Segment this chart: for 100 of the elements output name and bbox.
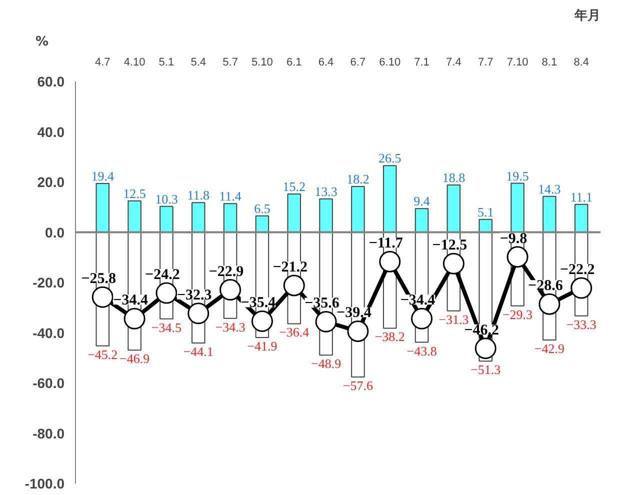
data-label: −43.8 bbox=[406, 343, 437, 358]
data-label: −35.6 bbox=[304, 296, 340, 312]
x-tick-label: 7.4 bbox=[446, 56, 462, 68]
bar bbox=[414, 208, 429, 233]
bar bbox=[382, 165, 397, 233]
bar bbox=[542, 196, 556, 233]
bar bbox=[128, 200, 142, 233]
data-label: −48.9 bbox=[310, 356, 342, 372]
data-label: −34.4 bbox=[113, 292, 148, 309]
data-label: −36.4 bbox=[279, 324, 310, 340]
data-label: 11.8 bbox=[187, 188, 210, 203]
x-tick-label: 8.1 bbox=[542, 56, 558, 68]
data-label: 19.5 bbox=[506, 168, 529, 184]
data-label: −34.4 bbox=[400, 292, 436, 309]
y-tick-label: 60.0 bbox=[37, 74, 65, 90]
data-label: 10.3 bbox=[155, 191, 178, 206]
data-label: 9.4 bbox=[414, 194, 430, 209]
data-label: −44.1 bbox=[183, 344, 214, 360]
point bbox=[506, 246, 528, 268]
point bbox=[220, 279, 242, 301]
point bbox=[156, 282, 178, 304]
data-label: −42.9 bbox=[534, 341, 564, 356]
x-tick-label: 7.1 bbox=[414, 56, 430, 68]
point bbox=[92, 286, 114, 308]
bar bbox=[223, 203, 238, 233]
data-label: −46.9 bbox=[120, 351, 150, 366]
data-label: 11.4 bbox=[219, 188, 242, 204]
data-label: 5.1 bbox=[477, 204, 494, 220]
y-tick-label: 20.0 bbox=[37, 174, 65, 190]
point bbox=[251, 310, 273, 332]
x-tick-label: 4.7 bbox=[94, 56, 110, 68]
data-label: −29.3 bbox=[502, 306, 533, 322]
bar bbox=[574, 204, 588, 233]
data-label: 15.2 bbox=[282, 179, 306, 194]
bar bbox=[319, 198, 333, 233]
data-label: −24.2 bbox=[145, 267, 180, 284]
point bbox=[411, 308, 433, 330]
data-label: −41.9 bbox=[247, 338, 278, 354]
bar bbox=[510, 182, 524, 233]
x-tick-label: 6.10 bbox=[379, 56, 401, 68]
data-label: 18.8 bbox=[442, 170, 466, 186]
data-label: 11.1 bbox=[570, 189, 592, 204]
bar bbox=[191, 202, 206, 233]
data-label: 13.3 bbox=[314, 184, 338, 199]
data-label: −35.4 bbox=[240, 295, 276, 312]
point bbox=[124, 308, 146, 330]
x-tick-label: 5.7 bbox=[222, 56, 238, 68]
y-tick-label: 40.0 bbox=[37, 124, 65, 140]
y-tick-label: -80.0 bbox=[32, 425, 65, 442]
y-tick-label: -40.0 bbox=[32, 324, 65, 341]
data-label: −32.3 bbox=[176, 287, 212, 304]
data-label: −25.8 bbox=[81, 271, 116, 288]
bar bbox=[351, 186, 365, 233]
x-tick-label: 7.10 bbox=[506, 56, 528, 68]
x-tick-label: 6.4 bbox=[318, 56, 334, 68]
y-tick-label: 0.0 bbox=[45, 224, 65, 240]
data-label: −38.2 bbox=[374, 329, 405, 344]
bar bbox=[446, 184, 461, 233]
bar bbox=[160, 206, 174, 233]
point bbox=[538, 293, 560, 315]
data-label: −57.6 bbox=[342, 378, 374, 393]
y-tick-label: -60.0 bbox=[32, 375, 65, 391]
data-label: 12.5 bbox=[123, 186, 146, 201]
data-label: −31.3 bbox=[438, 312, 469, 327]
data-label: −28.6 bbox=[528, 278, 564, 294]
data-label: −22.9 bbox=[208, 264, 244, 280]
point bbox=[442, 252, 464, 274]
y-axis-title: % bbox=[36, 34, 49, 50]
data-label: −12.5 bbox=[432, 238, 468, 254]
data-label: −33.3 bbox=[566, 316, 596, 332]
point bbox=[315, 310, 337, 332]
x-tick-label: 8.4 bbox=[574, 56, 589, 68]
point bbox=[347, 320, 369, 342]
bar bbox=[255, 215, 270, 233]
bar bbox=[96, 183, 110, 233]
data-label: −22.2 bbox=[560, 262, 595, 278]
x-tick-label: 6.1 bbox=[286, 56, 302, 68]
bar bbox=[287, 194, 301, 233]
point bbox=[188, 302, 210, 324]
y-tick-label: -20.0 bbox=[32, 274, 65, 290]
data-label: 18.2 bbox=[346, 172, 370, 187]
data-label: −21.2 bbox=[272, 260, 308, 276]
data-label: −11.7 bbox=[368, 236, 404, 252]
data-label: −9.8 bbox=[500, 230, 528, 247]
data-label: −34.5 bbox=[151, 320, 182, 335]
x-tick-label: 7.7 bbox=[478, 56, 494, 68]
data-label: −34.3 bbox=[215, 319, 246, 334]
point bbox=[283, 274, 305, 296]
point bbox=[379, 250, 401, 272]
data-label: 6.5 bbox=[254, 200, 270, 216]
x-tick-label: 6.7 bbox=[350, 56, 366, 68]
point bbox=[570, 277, 592, 299]
data-label: 19.4 bbox=[91, 168, 115, 184]
x-axis-title: 年月 bbox=[574, 8, 600, 22]
data-label: −51.3 bbox=[470, 362, 501, 378]
bar bbox=[478, 218, 492, 233]
point bbox=[474, 338, 496, 360]
data-label: −45.2 bbox=[88, 346, 118, 362]
x-tick-label: 5.1 bbox=[158, 56, 174, 68]
x-tick-label: 4.10 bbox=[124, 56, 146, 68]
